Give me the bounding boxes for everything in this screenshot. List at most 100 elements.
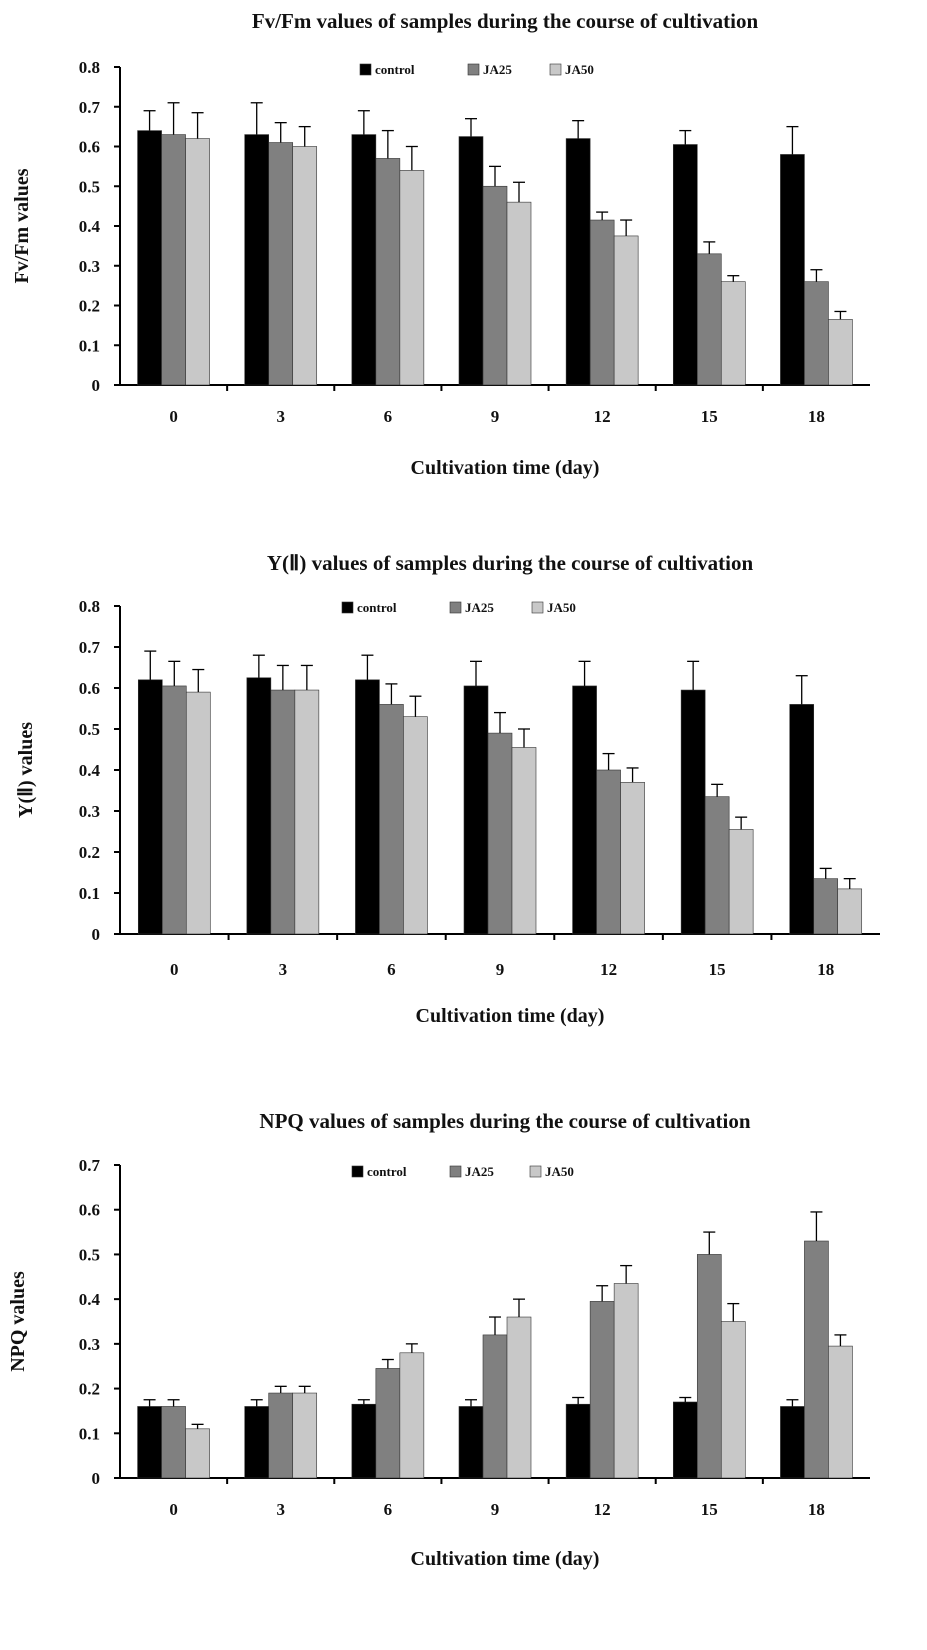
bar-control-0	[137, 1406, 162, 1479]
x-tick-label: 0	[169, 1500, 178, 1519]
bar-JA25-15	[696, 1254, 722, 1479]
y-tick-label: 0.7	[79, 638, 101, 657]
error-bar-control-3	[250, 1399, 263, 1407]
bar-control-15	[672, 144, 698, 386]
x-tick-label: 12	[600, 960, 617, 979]
x-tick-label: 18	[817, 960, 834, 979]
legend-swatch-JA25	[449, 1165, 462, 1178]
bar-control-12	[565, 138, 591, 386]
error-bar-control-15	[679, 1396, 692, 1402]
y-tick-label: 0.1	[79, 1424, 100, 1443]
error-bar-JA25-18	[819, 867, 832, 879]
x-tick-label: 6	[384, 1500, 393, 1519]
bar-control-6	[351, 1403, 377, 1479]
chart-title: NPQ values of samples during the course …	[259, 1109, 750, 1133]
error-bar-JA50-15	[727, 1302, 740, 1322]
chart-title: Y(Ⅱ) values of samples during the course…	[267, 551, 754, 575]
error-bar-JA25-3	[276, 664, 289, 691]
legend-label-JA25: JA25	[465, 600, 494, 615]
y-tick-label: 0.8	[79, 58, 100, 77]
legend-label-control: control	[357, 600, 397, 615]
y-tick-label: 0	[92, 376, 101, 395]
bar-JA50-9	[506, 1316, 532, 1479]
legend-label-control: control	[367, 1164, 407, 1179]
x-tick-label: 12	[594, 407, 611, 426]
bar-control-6	[351, 134, 377, 386]
y-tick-label: 0.1	[79, 884, 100, 903]
y-tick-label: 0.3	[79, 1335, 100, 1354]
error-bar-control-12	[572, 1396, 585, 1405]
bar-JA25-6	[375, 158, 401, 386]
error-bar-control-0	[143, 110, 156, 131]
error-bar-JA50-18	[834, 310, 847, 320]
y-tick-label: 0	[92, 925, 101, 944]
y-tick-label: 0.5	[79, 720, 100, 739]
bar-JA50-12	[613, 1283, 639, 1479]
x-tick-label: 3	[276, 407, 285, 426]
bar-control-18	[780, 1406, 805, 1479]
legend-swatch-JA50	[529, 1165, 542, 1178]
error-bar-JA25-15	[703, 241, 716, 254]
legend-swatch-control	[359, 63, 372, 76]
x-tick-label: 3	[279, 960, 288, 979]
bar-control-9	[463, 685, 489, 935]
error-bar-JA25-18	[810, 269, 823, 282]
bar-JA50-15	[728, 829, 754, 935]
chart-panel-3: NPQ values of samples during the course …	[7, 1109, 870, 1570]
x-tick-label: 6	[387, 960, 396, 979]
legend-swatch-JA25	[467, 63, 480, 76]
error-bar-JA25-9	[489, 165, 501, 187]
y-tick-label: 0.7	[79, 98, 101, 117]
x-tick-label: 18	[808, 407, 825, 426]
bar-control-12	[565, 1403, 591, 1479]
bar-JA25-12	[596, 769, 621, 935]
bar-JA50-12	[613, 235, 639, 386]
error-bar-control-9	[465, 1399, 477, 1407]
x-tick-label: 15	[701, 1500, 718, 1519]
error-bar-control-3	[250, 102, 263, 135]
error-bar-control-6	[361, 654, 374, 680]
error-bar-JA50-18	[834, 1334, 847, 1347]
bar-JA50-3	[294, 689, 320, 935]
legend: control JA25 JA50	[351, 1164, 574, 1179]
legend: control JA25 JA50	[341, 600, 576, 615]
error-bar-JA50-3	[298, 125, 311, 147]
bar-JA50-12	[620, 781, 645, 935]
error-bar-JA50-12	[620, 1264, 633, 1284]
legend: control JA25 JA50	[359, 62, 594, 77]
error-bar-JA25-0	[167, 1399, 180, 1407]
bar-JA50-9	[506, 201, 532, 386]
bar-JA25-0	[161, 1406, 186, 1479]
y-tick-label: 0.3	[79, 802, 100, 821]
legend-label-control: control	[375, 62, 415, 77]
error-bar-JA50-12	[626, 767, 639, 783]
bar-JA50-15	[720, 281, 746, 386]
error-bar-JA50-15	[727, 275, 740, 282]
bar-JA25-3	[270, 689, 296, 935]
bar-control-12	[572, 685, 597, 935]
y-tick-label: 0.7	[79, 1156, 101, 1175]
error-bar-control-0	[144, 650, 157, 680]
bar-control-9	[458, 1406, 484, 1479]
error-bar-JA25-12	[602, 752, 615, 770]
y-tick-label: 0.1	[79, 336, 100, 355]
bar-control-9	[458, 136, 484, 386]
bar-JA25-3	[268, 1392, 294, 1479]
error-bar-JA25-6	[381, 129, 394, 159]
error-bar-control-9	[470, 660, 482, 686]
error-bar-control-15	[679, 129, 692, 145]
error-bar-JA25-6	[385, 683, 398, 705]
error-bar-JA50-3	[300, 664, 313, 691]
error-bar-control-9	[465, 118, 477, 137]
bar-JA25-6	[375, 1368, 401, 1479]
bar-control-3	[244, 134, 270, 386]
error-bar-control-18	[786, 125, 799, 155]
bar-JA25-6	[379, 704, 404, 935]
error-bar-control-18	[795, 675, 808, 705]
y-tick-label: 0.6	[79, 138, 100, 157]
error-bar-JA50-12	[620, 219, 633, 236]
error-bar-JA25-0	[167, 102, 180, 135]
error-bar-JA25-18	[810, 1211, 823, 1242]
bar-JA25-9	[487, 732, 513, 935]
x-tick-label: 12	[594, 1500, 611, 1519]
